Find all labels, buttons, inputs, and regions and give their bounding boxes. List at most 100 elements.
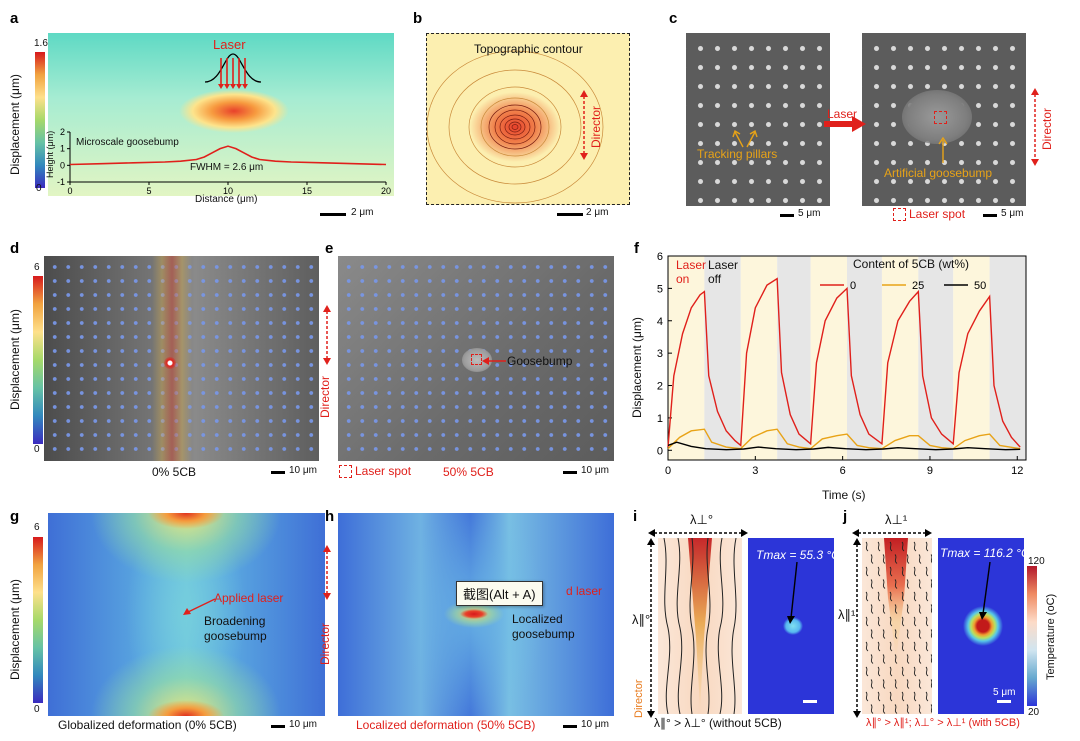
- panel-a-cbar-min: 0: [36, 183, 42, 194]
- panel-e-laser-spot-legend: [339, 465, 352, 478]
- j-lc-molecule: [865, 591, 869, 602]
- j-lc-molecule: [882, 579, 886, 589]
- panel-j-scalebar: [997, 700, 1011, 703]
- f-series-50: [667, 441, 1021, 451]
- panel-b-director-label: Director: [589, 105, 603, 148]
- panel-c-laser-arrow: [824, 116, 866, 132]
- panel-a-ylabel: Displacement (μm): [8, 74, 22, 175]
- j-lc-molecule: [877, 591, 881, 602]
- j-lc-molecule: [894, 554, 898, 564]
- panel-c-director-arrow: [1031, 88, 1039, 166]
- j-lc-molecule: [913, 541, 917, 552]
- panel-f-ylabel: Displacement (μm): [630, 317, 644, 418]
- panel-j-cbar-label: Temperature (oC): [1045, 593, 1057, 680]
- a-inset-ytick-label: 0: [60, 160, 65, 170]
- j-lc-molecule: [877, 666, 881, 677]
- j-lc-molecule: [901, 616, 905, 627]
- j-lc-molecule: [870, 679, 874, 689]
- panel-d-colorbar: [33, 276, 43, 444]
- panel-i-lambda-side: λ∥°: [632, 612, 651, 627]
- j-lc-molecule: [894, 579, 898, 589]
- j-lc-molecule: [877, 691, 881, 702]
- panel-c-laser-spot-legend: [893, 208, 906, 221]
- f-ytick-label: 5: [657, 283, 663, 295]
- panel-g-caption: Globalized deformation (0% 5CB): [58, 718, 237, 732]
- panel-h-director-label: Director: [318, 622, 332, 665]
- j-lc-molecule: [894, 629, 898, 639]
- panel-a-xlabel: Distance (μm): [195, 194, 258, 205]
- j-lc-molecule: [930, 604, 932, 614]
- f-xtick-label: 3: [752, 465, 758, 477]
- panel-i-lc-diagram: [658, 538, 742, 714]
- panel-j-label: j: [843, 508, 848, 525]
- f-ytick-label: 1: [657, 413, 663, 425]
- panel-a-cbar-max: 1.6: [34, 38, 48, 49]
- j-lc-molecule: [901, 566, 905, 577]
- panel-c-laser-spot-text: Laser spot: [909, 207, 966, 221]
- panel-i-lambda-top: λ⊥°: [690, 512, 714, 527]
- panel-e-micrograph: [338, 256, 614, 461]
- panel-b-director-arrow: [580, 90, 588, 160]
- j-lc-molecule: [889, 566, 893, 577]
- panel-i-tmax: Tmax = 55.3 °C: [756, 548, 840, 562]
- j-lc-molecule: [930, 554, 932, 564]
- f-series-0: [667, 277, 1021, 448]
- a-inset-xtick-label: 15: [302, 186, 312, 196]
- panel-g-cbar-min: 0: [34, 704, 40, 715]
- j-lc-molecule: [918, 554, 922, 564]
- panel-h-applied-label: d laser: [566, 584, 603, 598]
- panel-e-goosebump-arrow: [482, 357, 506, 365]
- j-lc-molecule: [882, 704, 886, 714]
- j-lc-molecule: [906, 704, 910, 714]
- panel-j-cbar-min: 20: [1028, 707, 1040, 718]
- panel-j-temperature-map: [938, 538, 1024, 714]
- j-lc-molecule: [870, 654, 874, 664]
- j-lc-molecule: [870, 579, 874, 589]
- j-lc-molecule: [901, 666, 905, 677]
- a-inset-ytick-label: 1: [60, 144, 65, 154]
- panel-f-laser-on: Laser on: [676, 258, 707, 286]
- panel-a-colorbar: [35, 52, 45, 188]
- panel-j-caption: λ∥° > λ∥¹; λ⊥° > λ⊥¹ (with 5CB): [866, 717, 1020, 729]
- panel-f-xlabel: Time (s): [822, 488, 866, 502]
- j-lc-molecule: [925, 691, 929, 702]
- j-lc-molecule: [894, 679, 898, 689]
- panel-e-scale-text: 10 μm: [581, 465, 609, 476]
- panel-h-localized-label: Localized goosebump: [512, 612, 575, 641]
- j-lc-molecule: [925, 616, 929, 627]
- panel-i-width-arrow: [648, 529, 748, 537]
- j-lc-molecule: [889, 616, 893, 627]
- j-lc-molecule: [865, 641, 869, 652]
- j-lc-molecule: [901, 591, 905, 602]
- panel-c-scalebar-left: [780, 214, 794, 217]
- f-xtick-label: 0: [665, 465, 671, 477]
- panel-c-goosebump-blob: [902, 90, 972, 144]
- panel-c-scale-text-right: 5 μm: [1001, 208, 1024, 219]
- panel-j-height-arrow: [853, 538, 861, 718]
- j-lc-molecule: [889, 541, 893, 552]
- panel-i-director-label: Director: [633, 679, 645, 718]
- f-legend-label-25: 25: [912, 280, 924, 292]
- panel-j-lambda-side: λ∥¹: [838, 607, 856, 622]
- panel-h-scalebar: [563, 725, 577, 728]
- j-lc-molecule: [913, 666, 917, 677]
- panel-c-label: c: [669, 10, 678, 27]
- f-legend-label-50: 50: [974, 280, 986, 292]
- panel-b-scalebar: [557, 213, 583, 216]
- a-inset-ytick-label: 2: [60, 127, 65, 137]
- a-inset-xtick-label: 10: [223, 186, 233, 196]
- f-xtick-label: 6: [840, 465, 846, 477]
- panel-e-goosebump-label: Goosebump: [507, 354, 573, 368]
- panel-h-label: h: [325, 508, 335, 525]
- panel-i-temperature-map: [748, 538, 834, 714]
- panel-c-artificial-arrow: [938, 136, 948, 163]
- j-lc-molecule: [930, 704, 932, 714]
- j-lc-molecule: [906, 629, 910, 639]
- panel-c-scale-text-left: 5 μm: [798, 208, 821, 219]
- panel-e-director-arrow: [323, 305, 331, 365]
- panel-e-label: e: [325, 240, 334, 257]
- j-lc-molecule: [870, 629, 874, 639]
- j-lc-molecule: [894, 604, 898, 614]
- j-lc-molecule: [925, 666, 929, 677]
- panel-d-scale-text: 10 μm: [289, 465, 317, 476]
